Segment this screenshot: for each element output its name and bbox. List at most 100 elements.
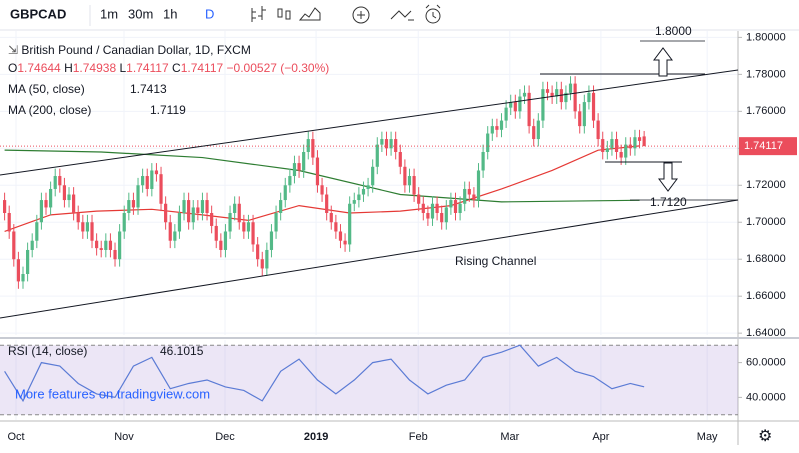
candle-body bbox=[256, 244, 260, 260]
candle-body bbox=[131, 200, 136, 208]
candle-body bbox=[352, 200, 356, 204]
candle-body bbox=[403, 166, 407, 186]
toolbar: GBPCAD 1m 30m 1h D bbox=[0, 4, 799, 31]
candle-body bbox=[62, 185, 67, 201]
legend-entry: MA (50, close) bbox=[8, 82, 85, 96]
candle-body bbox=[292, 163, 297, 177]
candle-body bbox=[509, 102, 513, 108]
candle-body bbox=[26, 249, 30, 274]
candle-body bbox=[12, 231, 16, 260]
candle-body bbox=[338, 231, 343, 241]
candle-body bbox=[476, 170, 481, 201]
candle-body bbox=[223, 231, 228, 250]
candle-body bbox=[16, 259, 21, 282]
toolbar-icons[interactable] bbox=[251, 4, 441, 24]
candle-body bbox=[614, 139, 619, 152]
price-axis bbox=[739, 340, 799, 420]
candle-body bbox=[578, 111, 582, 127]
candle-body bbox=[159, 174, 163, 204]
arrow-up[interactable] bbox=[653, 47, 673, 77]
candle-body bbox=[532, 126, 536, 140]
candle-body bbox=[545, 89, 550, 93]
candle-body bbox=[334, 222, 338, 232]
interval[interactable]: 1h bbox=[163, 6, 177, 21]
candle-body bbox=[486, 133, 490, 152]
channel-lower[interactable] bbox=[0, 199, 739, 319]
candle-body bbox=[242, 222, 246, 232]
ma-line bbox=[4, 145, 640, 233]
x-tick-label: Dec bbox=[215, 431, 235, 443]
candle-body bbox=[610, 139, 614, 149]
interval[interactable]: D bbox=[205, 6, 214, 21]
candle-body bbox=[311, 139, 315, 158]
candle-body bbox=[361, 188, 366, 195]
candle-body bbox=[53, 176, 57, 189]
ohlc-key: C bbox=[172, 61, 181, 75]
y-tick-label: 60.0000 bbox=[746, 357, 786, 369]
annotation: Rising Channel bbox=[455, 254, 536, 268]
rsi-line bbox=[4, 344, 645, 403]
candle-body bbox=[315, 157, 320, 186]
change: −0.00527 (−0.30%) bbox=[227, 61, 330, 75]
candle-body bbox=[104, 240, 108, 250]
watermark[interactable]: More features on tradingview.com bbox=[15, 386, 210, 401]
ohlc-key: L bbox=[119, 61, 126, 75]
candle-body bbox=[306, 139, 310, 152]
y-tick-label: 1.70000 bbox=[746, 216, 786, 228]
candle-body bbox=[30, 240, 34, 250]
legend-title: ⇲ British Pound / Canadian Dollar, 1D, F… bbox=[8, 43, 251, 57]
candle-body bbox=[366, 185, 370, 189]
y-tick-label: 40.0000 bbox=[746, 391, 786, 403]
candle-body bbox=[288, 176, 292, 186]
candle-body bbox=[90, 222, 94, 241]
candle-body bbox=[348, 203, 352, 245]
candle-body bbox=[394, 139, 398, 152]
candle-body bbox=[481, 152, 485, 171]
symbol[interactable]: GBPCAD bbox=[10, 6, 66, 21]
x-tick-label: Apr bbox=[592, 431, 609, 443]
x-tick-label: 2019 bbox=[304, 431, 328, 443]
candle-body bbox=[283, 185, 287, 201]
title: British Pound / Canadian Dollar, 1D, FXC… bbox=[21, 43, 250, 57]
candle-body bbox=[177, 213, 182, 232]
candle-body bbox=[39, 200, 44, 223]
candle-body bbox=[591, 92, 596, 121]
candle-body bbox=[21, 274, 25, 282]
candle-body bbox=[412, 176, 416, 195]
y-tick-label: 1.72000 bbox=[746, 179, 786, 191]
ohlc-value: 1.74938 bbox=[73, 61, 117, 75]
candle-body bbox=[173, 231, 177, 241]
candle-body bbox=[325, 194, 329, 213]
candle-body bbox=[518, 96, 522, 112]
candle-body bbox=[555, 89, 559, 97]
y-tick-label: 1.80000 bbox=[746, 31, 786, 43]
interval[interactable]: 1m bbox=[100, 6, 118, 21]
x-tick-label: Oct bbox=[7, 431, 24, 443]
candle-body bbox=[269, 231, 274, 250]
last-price-box bbox=[739, 137, 797, 156]
candle-body bbox=[582, 102, 586, 127]
interval[interactable]: 30m bbox=[128, 6, 153, 21]
settings-icon[interactable]: ⚙ bbox=[758, 428, 772, 445]
candle-body bbox=[619, 152, 623, 158]
candle-body bbox=[122, 213, 126, 232]
ohlc: O1.74644 H1.74938 L1.74117 C1.74117 −0.0… bbox=[8, 61, 329, 75]
candle-body bbox=[495, 126, 499, 130]
candle-body bbox=[99, 248, 103, 250]
candle-body bbox=[118, 231, 122, 260]
candle-body bbox=[389, 139, 393, 149]
candle-body bbox=[81, 222, 85, 232]
candle-body bbox=[154, 170, 159, 175]
candle-body bbox=[182, 200, 186, 213]
arrow-down[interactable] bbox=[658, 162, 678, 192]
candle-body bbox=[490, 126, 494, 134]
candle-body bbox=[113, 249, 117, 260]
candle-body bbox=[210, 213, 214, 226]
candle-body bbox=[458, 203, 462, 213]
candle-body bbox=[449, 200, 453, 208]
channel-upper[interactable] bbox=[0, 69, 739, 176]
candle-body bbox=[320, 185, 324, 195]
candle-body bbox=[297, 163, 301, 171]
candle-body bbox=[421, 203, 425, 213]
